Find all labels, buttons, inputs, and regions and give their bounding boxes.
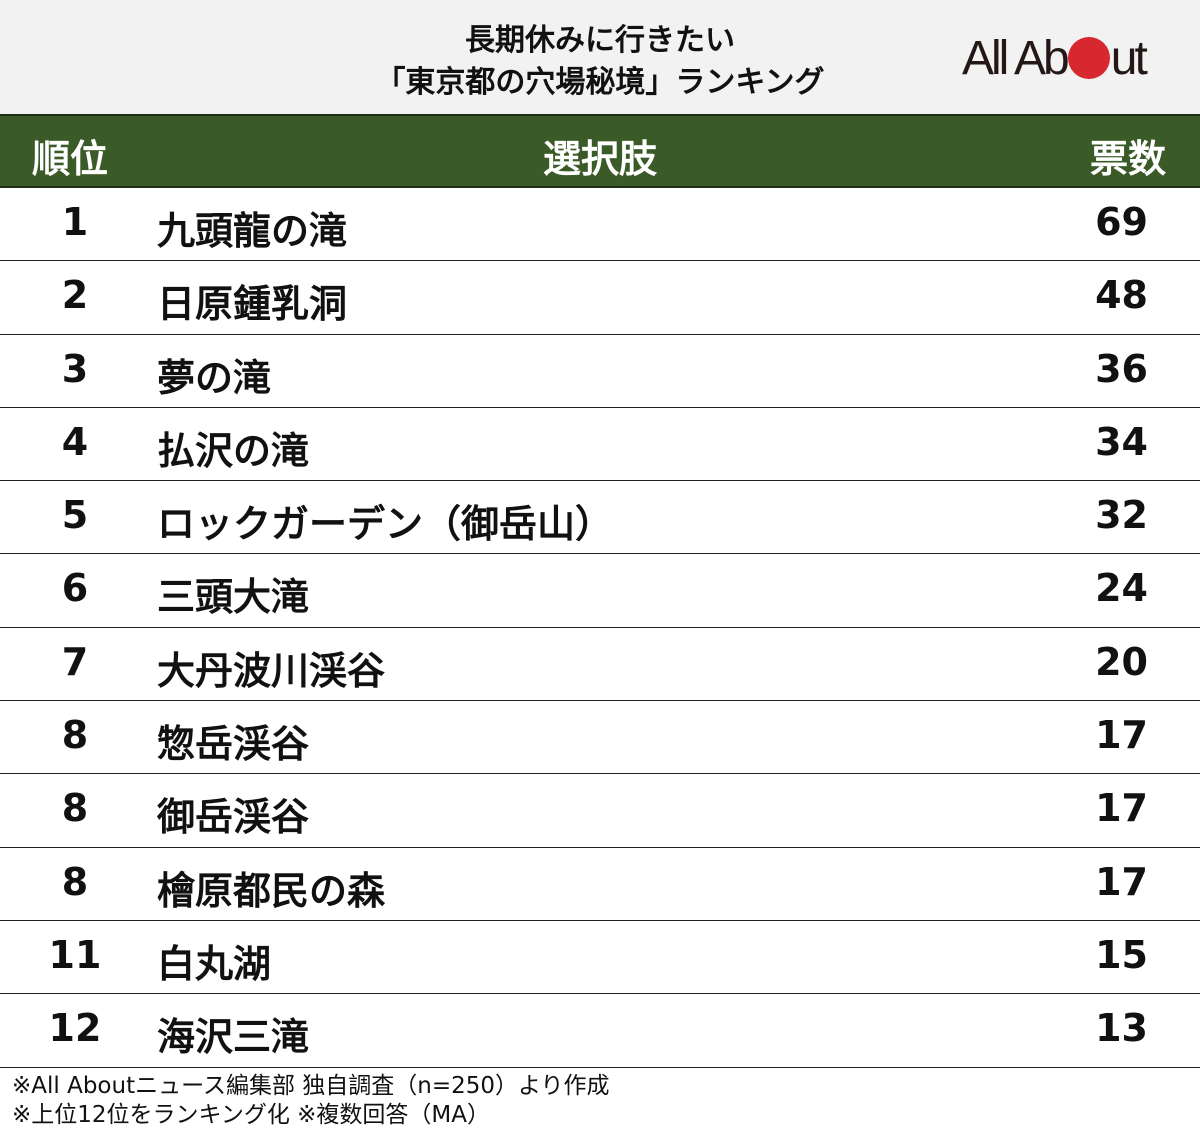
column-header-rank: 順位 xyxy=(32,137,109,181)
rank-cell: 6 xyxy=(61,566,89,611)
votes-cell: 17 xyxy=(1095,786,1148,831)
rank-cell: 4 xyxy=(61,419,89,464)
name-cell: 大丹波川渓谷 xyxy=(157,648,386,693)
name-cell: 日原鍾乳洞 xyxy=(157,282,348,327)
votes-cell: 36 xyxy=(1095,346,1148,391)
logo-red-dot-icon xyxy=(1067,37,1110,79)
table-row: 4 払沢の滝 34 xyxy=(0,408,1200,482)
votes-cell: 48 xyxy=(1095,273,1148,318)
votes-cell: 32 xyxy=(1095,493,1148,538)
footnote-source: ※All Aboutニュース編集部 独自調査（n=250）より作成 xyxy=(12,1073,610,1099)
table-row: 1 九頭龍の滝 69 xyxy=(0,188,1200,262)
name-cell: 三頭大滝 xyxy=(157,575,310,620)
table-row: 5 ロックガーデン（御岳山） 32 xyxy=(0,481,1200,555)
table-row: 2 日原鍾乳洞 48 xyxy=(0,261,1200,335)
name-cell: 檜原都民の森 xyxy=(157,868,386,913)
header: 長期休みに行きたい 「東京都の穴場秘境」ランキング All Ab ut xyxy=(0,0,1200,114)
table-row: 6 三頭大滝 24 xyxy=(0,554,1200,628)
allabout-logo: All Ab ut xyxy=(962,31,1148,85)
votes-cell: 17 xyxy=(1095,713,1148,758)
votes-cell: 15 xyxy=(1095,932,1148,977)
table-row: 12 海沢三滝 13 xyxy=(0,994,1200,1068)
footnote-method: ※上位12位をランキング化 ※複数回答（MA） xyxy=(12,1102,491,1128)
votes-cell: 69 xyxy=(1095,200,1148,244)
table-body: 1 九頭龍の滝 69 2 日原鍾乳洞 48 3 夢の滝 36 4 払沢の滝 34 5 ロックガーデ… xyxy=(0,188,1200,1068)
rank-cell: 11 xyxy=(48,932,102,977)
table-row: 7 大丹波川渓谷 20 xyxy=(0,628,1200,702)
name-cell: 海沢三滝 xyxy=(157,1015,310,1060)
logo-text-start: All Ab xyxy=(962,31,1070,85)
votes-cell: 20 xyxy=(1095,639,1148,684)
rank-cell: 3 xyxy=(61,346,89,391)
rank-cell: 12 xyxy=(48,1006,102,1051)
logo-text-end: ut xyxy=(1110,31,1148,85)
name-cell: 九頭龍の滝 xyxy=(157,209,348,253)
table-row: 11 白丸湖 15 xyxy=(0,921,1200,995)
rank-cell: 5 xyxy=(61,493,89,538)
name-cell: 払沢の滝 xyxy=(157,428,310,473)
rank-cell: 7 xyxy=(61,639,89,684)
name-cell: ロックガーデン（御岳山） xyxy=(157,502,614,547)
rank-cell: 8 xyxy=(61,786,89,831)
name-cell: 白丸湖 xyxy=(157,941,272,986)
rank-cell: 8 xyxy=(61,859,89,904)
table-row: 8 惣岳渓谷 17 xyxy=(0,701,1200,775)
table-row: 3 夢の滝 36 xyxy=(0,335,1200,408)
name-cell: 御岳渓谷 xyxy=(157,795,310,840)
votes-cell: 24 xyxy=(1095,566,1148,611)
column-header-choice: 選択肢 xyxy=(542,137,657,181)
votes-cell: 17 xyxy=(1095,859,1148,904)
rank-cell: 2 xyxy=(61,273,89,318)
votes-cell: 13 xyxy=(1095,1006,1148,1051)
title-line-2: 「東京都の穴場秘境」ランキング xyxy=(375,65,825,100)
footnotes: ※All Aboutニュース編集部 独自調査（n=250）より作成 ※上位12位… xyxy=(12,1072,610,1130)
table-row: 8 檜原都民の森 17 xyxy=(0,848,1200,921)
title-line-1: 長期休みに行きたい xyxy=(465,23,735,58)
table-row: 8 御岳渓谷 17 xyxy=(0,774,1200,848)
rank-cell: 1 xyxy=(61,200,89,244)
rank-cell: 8 xyxy=(61,713,89,758)
name-cell: 惣岳渓谷 xyxy=(157,722,310,767)
votes-cell: 34 xyxy=(1095,419,1148,464)
table-header: 順位 選択肢 票数 xyxy=(0,114,1200,188)
name-cell: 夢の滝 xyxy=(157,355,272,400)
column-header-votes: 票数 xyxy=(1089,137,1166,181)
